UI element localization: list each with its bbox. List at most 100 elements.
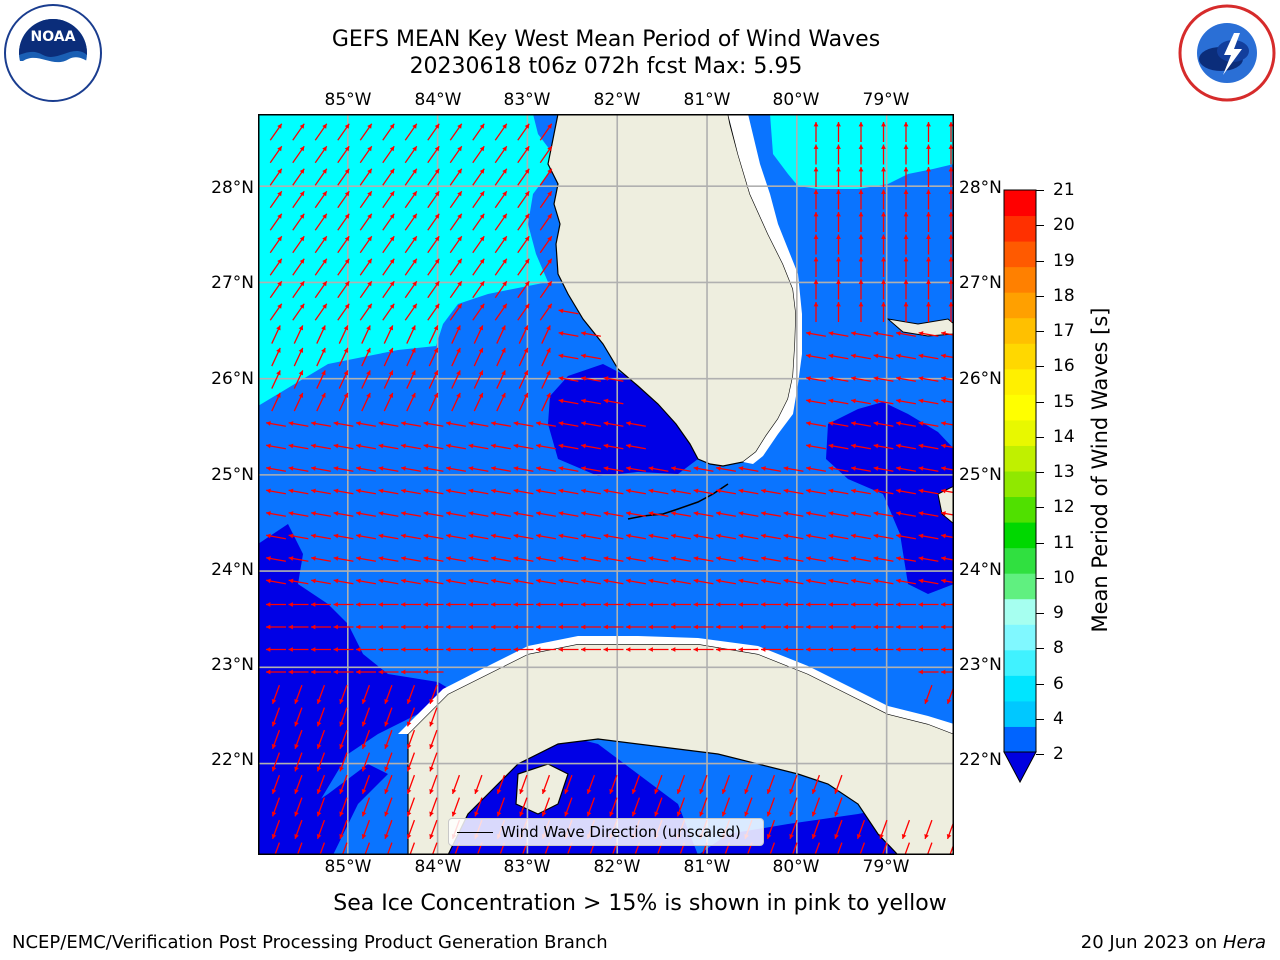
wind-wave-arrowhead: [547, 123, 552, 129]
wind-wave-arrowhead: [918, 511, 924, 516]
wind-wave-arrowhead: [948, 212, 954, 217]
wind-wave-arrowhead: [401, 602, 406, 607]
wind-wave-arrowhead: [789, 833, 794, 839]
wind-wave-arrowhead: [581, 466, 586, 471]
wind-wave-arrowhead: [322, 258, 327, 264]
wind-wave-arrowhead: [468, 511, 474, 516]
wind-wave-arrowhead: [271, 743, 277, 749]
wind-wave-arrowhead: [271, 698, 277, 704]
wind-wave-arrowhead: [941, 669, 946, 675]
wind-wave-arrowhead: [546, 325, 551, 331]
wind-wave-arrowhead: [513, 488, 519, 494]
colorbar-cell: [1004, 394, 1036, 421]
wind-wave-arrowhead: [671, 556, 676, 561]
wind-wave-arrowhead: [519, 811, 524, 817]
wind-wave-arrowhead: [429, 811, 434, 817]
wind-wave-arrowhead: [547, 303, 552, 309]
wind-wave-arrowhead: [546, 370, 551, 376]
wind-wave-arrowhead: [716, 602, 721, 607]
wind-wave-arrowhead: [541, 811, 547, 817]
lat-label-right: 22°N: [959, 750, 1002, 770]
wind-wave-arrowhead: [333, 578, 339, 584]
wind-wave-arrowhead: [828, 421, 834, 426]
wind-wave-arrowhead: [626, 488, 631, 494]
wind-wave-arrowhead: [446, 421, 451, 426]
wind-wave-arrowhead: [513, 556, 519, 561]
wind-wave-arrowhead: [761, 647, 766, 652]
lat-label-left: 23°N: [211, 655, 254, 675]
wind-wave-arrowhead: [322, 213, 327, 219]
period-below-2-region: [826, 402, 954, 594]
wind-wave-arrowhead: [513, 421, 519, 426]
wind-wave-arrowhead: [429, 833, 434, 839]
wind-wave-arrowhead: [806, 624, 811, 630]
wind-wave-arrowhead: [294, 766, 299, 772]
wind-wave-arrowhead: [423, 421, 429, 426]
wind-wave-arrow: [926, 842, 933, 855]
period-below-2-region: [278, 764, 388, 855]
wind-wave-arrowhead: [412, 213, 417, 219]
wind-wave-arrowhead: [648, 556, 654, 561]
lon-label-top: 79°W: [862, 90, 910, 110]
wind-wave-arrowhead: [851, 443, 856, 449]
wind-wave-arrowhead: [896, 353, 901, 359]
wind-wave-arrowhead: [581, 533, 586, 539]
wind-wave-arrowhead: [423, 669, 428, 675]
colorbar-tick-mark: [1036, 295, 1044, 297]
wind-wave-arrowhead: [411, 325, 416, 331]
colorbar-cell: [1004, 547, 1036, 574]
lat-label-right: 25°N: [959, 465, 1002, 485]
wind-wave-arrowhead: [851, 331, 856, 336]
bahamas-land: [886, 318, 954, 337]
wind-wave-arrowhead: [783, 466, 789, 471]
wind-wave-arrowhead: [457, 213, 462, 219]
wind-wave-arrowhead: [941, 376, 946, 381]
wind-wave-arrow: [904, 842, 911, 855]
wind-wave-arrowhead: [676, 788, 682, 794]
wind-wave-arrowhead: [513, 624, 518, 630]
colorbar-tick-label: 9: [1053, 603, 1064, 623]
wind-wave-arrowhead: [266, 466, 271, 471]
lon-label-bottom: 85°W: [324, 857, 372, 877]
wind-wave-arrowhead: [738, 624, 743, 630]
wind-wave-arrowhead: [851, 511, 856, 516]
wind-wave-arrowhead: [783, 647, 788, 652]
wind-wave-arrowhead: [924, 698, 929, 704]
wind-wave-arrow: [881, 842, 888, 855]
wind-wave-arrowhead: [339, 788, 344, 794]
wind-wave-arrowhead: [813, 144, 819, 149]
wind-wave-arrowhead: [738, 556, 744, 561]
wind-wave-arrowhead: [384, 698, 389, 704]
wind-wave-arrowhead: [693, 556, 699, 561]
wind-wave-arrowhead: [501, 392, 506, 398]
lon-label-bottom: 81°W: [683, 857, 731, 877]
wind-wave-arrowhead: [581, 398, 586, 404]
wind-wave-arrowhead: [501, 347, 506, 353]
wind-wave-arrowhead: [433, 392, 439, 398]
wind-wave-arrowhead: [333, 511, 339, 516]
wind-wave-arrowhead: [693, 624, 698, 630]
wind-wave-arrowhead: [389, 236, 395, 242]
national-weather-service-logo: [1178, 4, 1276, 102]
wind-wave-arrowhead: [941, 602, 946, 607]
wind-wave-arrowhead: [716, 578, 721, 584]
wind-wave-arrowhead: [316, 833, 322, 839]
wind-wave-arrowhead: [581, 488, 586, 494]
wind-wave-arrowhead: [523, 325, 529, 331]
wind-wave-arrowhead: [896, 624, 901, 630]
wind-wave-arrowhead: [276, 347, 281, 353]
wind-wave-arrowhead: [881, 122, 886, 127]
wind-wave-arrowhead: [806, 602, 811, 607]
wind-wave-arrowhead: [738, 578, 744, 584]
wind-wave-arrowhead: [271, 788, 277, 794]
wind-wave-arrowhead: [693, 602, 698, 607]
wind-wave-arrowhead: [356, 602, 361, 607]
colorbar-tick-label: 20: [1053, 215, 1075, 236]
wind-wave-arrowhead: [266, 443, 271, 449]
wind-wave-arrow: [409, 842, 416, 855]
wind-wave-arrowhead: [716, 488, 721, 494]
wind-wave-arrowhead: [828, 533, 834, 539]
wind-wave-arrowhead: [316, 721, 322, 727]
wind-wave-arrowhead: [881, 302, 886, 307]
wind-wave-arrowhead: [294, 811, 299, 817]
